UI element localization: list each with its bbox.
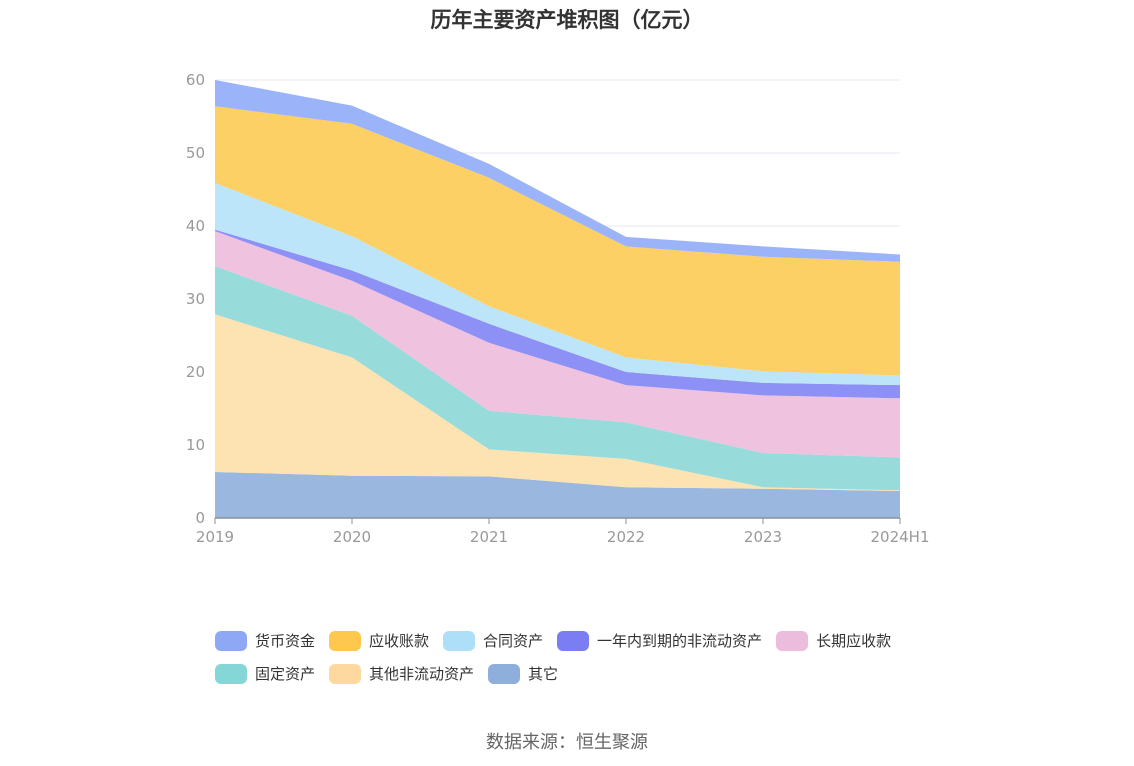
legend-label: 其它 [528, 665, 559, 683]
legend-swatch [776, 630, 809, 651]
y-tick-label: 40 [186, 217, 205, 235]
y-tick-label: 20 [186, 363, 205, 381]
x-tick-label: 2023 [744, 528, 782, 546]
area-series-长期应收款 [215, 231, 900, 458]
legend-item[interactable]: 合同资产 [443, 630, 543, 651]
source-note: 数据来源：恒生聚源 [486, 732, 648, 753]
legend-swatch [329, 663, 362, 684]
legend-label: 一年内到期的非流动资产 [597, 632, 763, 650]
legend-swatch [215, 663, 247, 684]
y-tick-label: 60 [186, 71, 205, 89]
x-tick-label: 2021 [470, 528, 508, 546]
area-series-固定资产 [215, 266, 900, 491]
legend-item[interactable]: 长期应收款 [776, 630, 891, 651]
legend-item[interactable]: 其他非流动资产 [329, 663, 474, 684]
y-tick-label: 0 [195, 509, 205, 527]
legend-swatch [329, 630, 362, 651]
legend-label: 长期应收款 [816, 632, 892, 650]
legend-label: 应收账款 [369, 632, 430, 650]
area-series-其他非流动资产 [215, 314, 900, 491]
y-tick-label: 10 [186, 436, 205, 454]
area-series-货币资金 [215, 80, 900, 262]
x-tick-label: 2020 [333, 528, 371, 546]
x-tick-label: 2022 [607, 528, 645, 546]
legend-swatch [215, 630, 247, 651]
legend-item[interactable]: 固定资产 [215, 663, 315, 684]
legend-label: 货币资金 [255, 632, 316, 650]
area-series-其它 [215, 472, 900, 518]
legend-swatch [443, 630, 476, 651]
legend-label: 合同资产 [483, 632, 544, 650]
legend: 货币资金 应收账款 合同资产 一年内到期的非流动资产 长期应收款固定资产 其他非流动资产 其… [215, 630, 975, 684]
legend-item[interactable]: 其它 [488, 663, 558, 684]
legend-item[interactable]: 一年内到期的非流动资产 [557, 630, 762, 651]
area-series [215, 80, 900, 518]
legend-swatch [557, 630, 590, 651]
axes: 0 10 20 30 40 50 60 2019 2020 2021 2022 2023 2024H1 [186, 71, 930, 546]
y-tick-label: 50 [186, 144, 205, 162]
area-series-合同资产 [215, 182, 900, 386]
x-tick-label: 2024H1 [871, 528, 930, 546]
legend-item[interactable]: 应收账款 [329, 630, 429, 651]
legend-label: 其他非流动资产 [369, 665, 475, 683]
legend-label: 固定资产 [255, 665, 316, 683]
area-series-应收账款 [215, 106, 900, 376]
stacked-area-chart: 0 10 20 30 40 50 60 2019 2020 2021 2022 2023 2024H1 [186, 71, 930, 546]
legend-swatch [488, 663, 521, 684]
chart-title: 历年主要资产堆积图（亿元） [430, 8, 704, 32]
y-tick-label: 30 [186, 290, 205, 308]
x-tick-label: 2019 [196, 528, 234, 546]
legend-item[interactable]: 货币资金 [215, 630, 315, 651]
